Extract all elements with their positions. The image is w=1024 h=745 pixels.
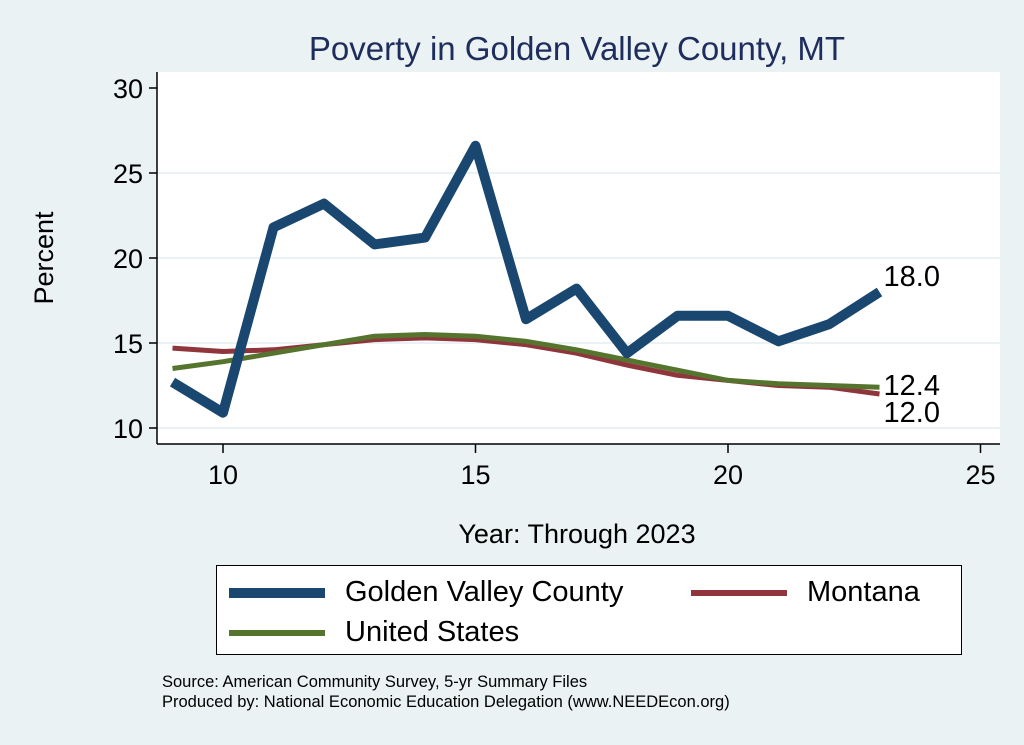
y-axis-label: Percent (29, 211, 59, 305)
end-value-label: 12.4 (884, 370, 940, 402)
end-value-label: 12.0 (884, 397, 940, 429)
y-tick-label: 15 (113, 329, 143, 359)
source-line: Source: American Community Survey, 5-yr … (162, 673, 588, 691)
legend-swatch (691, 589, 787, 596)
y-tick-label: 10 (113, 414, 143, 444)
end-value-label: 18.0 (884, 261, 940, 293)
legend-swatch (229, 629, 325, 636)
chart-title: Poverty in Golden Valley County, MT (309, 30, 845, 67)
legend-swatch (229, 587, 325, 598)
y-tick-label: 25 (113, 159, 143, 189)
x-tick-label: 20 (713, 460, 743, 490)
legend-label: Golden Valley County (345, 576, 624, 608)
series-line (169, 140, 883, 418)
source-note: Source: American Community Survey, 5-yr … (162, 672, 730, 712)
legend: Golden Valley County Montana United Stat… (216, 565, 962, 655)
x-tick-label: 25 (965, 460, 995, 490)
x-axis-label: Year: Through 2023 (458, 519, 695, 549)
legend-item-united-states: United States (229, 616, 519, 649)
legend-item-montana: Montana (691, 576, 920, 609)
producer-line: Produced by: National Economic Education… (162, 693, 730, 711)
legend-label: Montana (807, 576, 920, 608)
series-line (172, 332, 880, 390)
legend-label: United States (345, 616, 520, 648)
y-tick-label: 20 (113, 244, 143, 274)
x-tick-label: 10 (208, 460, 238, 490)
y-tick-label: 30 (113, 74, 143, 104)
x-tick-label: 15 (460, 460, 490, 490)
legend-item-golden-valley: Golden Valley County (229, 576, 623, 609)
